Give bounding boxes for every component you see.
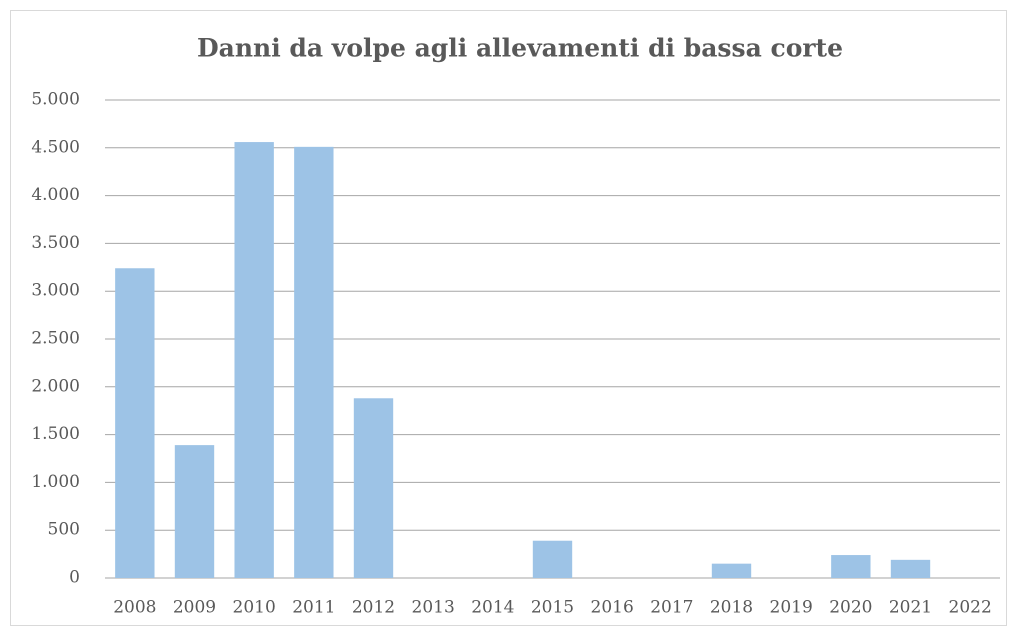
bar [353, 398, 394, 578]
y-tick-label: 3.500 [31, 233, 80, 253]
y-tick-label: 2.000 [31, 376, 80, 396]
y-tick-label: 4.000 [31, 185, 80, 205]
x-tick-label: 2009 [173, 598, 216, 618]
bar [831, 555, 871, 578]
x-tick-label: 2008 [113, 598, 156, 618]
x-tick-label: 2011 [292, 598, 335, 618]
x-tick-label: 2018 [710, 598, 753, 618]
x-tick-label: 2021 [889, 598, 932, 618]
y-tick-label: 1.500 [31, 424, 80, 444]
x-tick-label: 2015 [531, 598, 574, 618]
x-tick-label: 2019 [770, 598, 813, 618]
x-tick-label: 2013 [412, 598, 455, 618]
y-tick-label: 0 [69, 568, 80, 588]
bar [890, 559, 931, 578]
y-tick-label: 4.500 [31, 137, 80, 157]
x-tick-label: 2020 [829, 598, 872, 618]
y-tick-label: 3.000 [31, 281, 80, 301]
bar [532, 540, 573, 578]
x-tick-label: 2014 [471, 598, 514, 618]
x-tick-label: 2017 [650, 598, 693, 618]
bar [115, 268, 155, 578]
x-tick-label: 2016 [591, 598, 634, 618]
x-tick-label: 2010 [233, 598, 276, 618]
x-tick-label: 2012 [352, 598, 395, 618]
bar [234, 142, 274, 578]
chart-title: Danni da volpe agli allevamenti di bassa… [197, 34, 843, 63]
chart-frame [10, 10, 1007, 626]
bar [711, 563, 752, 578]
y-tick-label: 1.000 [31, 472, 80, 492]
bar [174, 445, 215, 578]
x-tick-label: 2022 [949, 598, 992, 618]
y-tick-label: 500 [48, 520, 80, 540]
y-tick-label: 2.500 [31, 329, 80, 349]
bar [294, 146, 334, 578]
y-tick-label: 5.000 [31, 90, 80, 110]
